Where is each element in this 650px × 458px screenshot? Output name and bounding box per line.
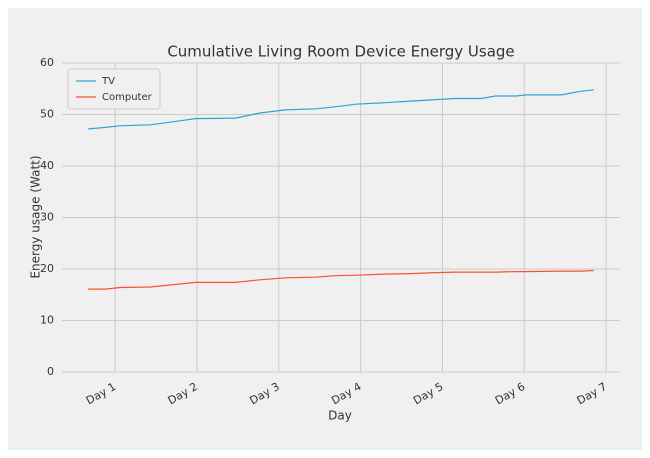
y-tick-label: 60 [40,56,54,69]
line-series [88,89,594,130]
legend-box [67,68,161,110]
x-axis-label: Day [328,409,352,423]
chart-title: Cumulative Living Room Device Energy Usa… [167,43,514,61]
legend-label: Computer [102,92,153,103]
y-tick-label: 0 [47,365,54,378]
y-tick-label: 20 [40,262,54,275]
legend-label: TV [101,76,115,87]
y-tick-label: 40 [40,159,54,172]
y-axis-label: Energy usage (Watt) [29,155,43,278]
line-series [88,269,594,290]
y-tick-label: 10 [40,314,54,327]
y-tick-label: 30 [40,211,54,224]
y-tick-label: 50 [40,108,54,121]
